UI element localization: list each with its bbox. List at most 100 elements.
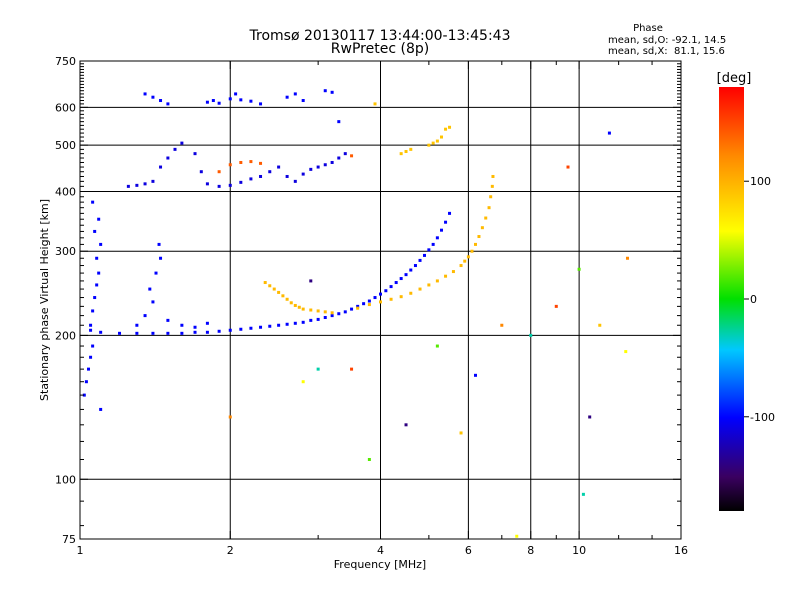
data-point [126,184,130,188]
data-point [91,309,95,313]
data-point [301,320,305,324]
data-point [228,183,232,187]
data-point [281,294,285,298]
data-point [309,167,313,171]
data-point [466,255,470,259]
data-point [234,92,238,96]
data-point [448,125,452,129]
y-tick-label: 300 [55,245,76,258]
data-point [413,264,417,268]
data-point [285,95,289,99]
data-point [373,102,377,106]
x-tick-label: 8 [527,544,534,557]
data-point [309,308,313,312]
data-point [143,182,147,186]
data-point [157,242,161,246]
data-point [272,287,276,291]
data-point [143,92,147,96]
data-point [500,323,504,327]
data-point [180,323,184,327]
data-point [91,200,95,204]
data-point [154,271,158,275]
axis-ticks: 1 2 4 6 8 10 16 75 100 200 300 400 500 600 750 [55,55,688,557]
data-point [259,161,263,165]
data-point [367,299,371,303]
data-point [373,296,377,300]
data-point [293,179,297,183]
data-point [323,310,327,314]
data-point [399,152,403,156]
data-point [330,90,334,94]
y-tick-label: 600 [55,101,76,114]
phase-colorbar: [deg] 100 0 -100 [717,71,775,511]
data-point [435,279,439,283]
data-point [418,258,422,262]
data-point [435,344,439,348]
data-point [435,139,439,143]
data-point [166,156,170,160]
data-point [463,259,467,263]
data-point [228,97,232,101]
data-point [431,141,435,145]
data-point [384,289,388,293]
colorbar-ticks: 100 0 -100 [744,175,775,424]
x-tick-label: 6 [465,544,472,557]
data-point [451,270,455,274]
data-point [239,160,243,164]
data-point [444,220,448,224]
data-point [228,415,232,419]
data-point [293,321,297,325]
data-point [151,331,155,335]
data-point [624,350,628,354]
data-point [554,304,558,308]
data-point [99,330,103,334]
data-point [404,423,408,427]
data-point [217,170,221,174]
data-point [409,291,413,295]
colorbar-tick-label: 0 [750,293,757,306]
y-tick-label: 200 [55,329,76,342]
data-point [159,165,163,169]
data-point [566,165,570,169]
data-point [448,211,452,215]
data-point [166,102,170,106]
data-point [151,179,155,183]
data-point [199,170,203,174]
data-point [239,327,243,331]
y-axis-label: Stationary phase Virtual Height [km] [38,199,51,401]
data-point [205,330,209,334]
data-point [259,102,263,106]
x-tick-label: 1 [77,544,84,557]
data-point [239,98,243,102]
data-point [316,317,320,321]
data-point [95,256,99,260]
data-point [193,325,197,329]
y-tick-label: 100 [55,473,76,486]
data-point [489,195,493,199]
data-point [422,253,426,257]
data-point [477,235,481,239]
data-point [148,287,152,291]
data-point [431,242,435,246]
data-point [515,534,519,538]
data-point [173,147,177,151]
data-point [268,170,272,174]
data-point [337,156,341,160]
y-tick-label: 500 [55,139,76,152]
data-point [159,256,163,260]
colorbar-tick-label: 100 [750,175,771,188]
data-point [93,296,97,300]
data-point [309,318,313,322]
data-point [409,268,413,272]
y-tick-label: 400 [55,185,76,198]
data-point [323,315,327,319]
data-point [459,264,463,268]
data-point [473,242,477,246]
data-point [427,248,431,252]
data-point [95,283,99,287]
data-point [249,160,253,164]
data-point [323,89,327,93]
data-point [166,331,170,335]
data-point [367,303,371,307]
